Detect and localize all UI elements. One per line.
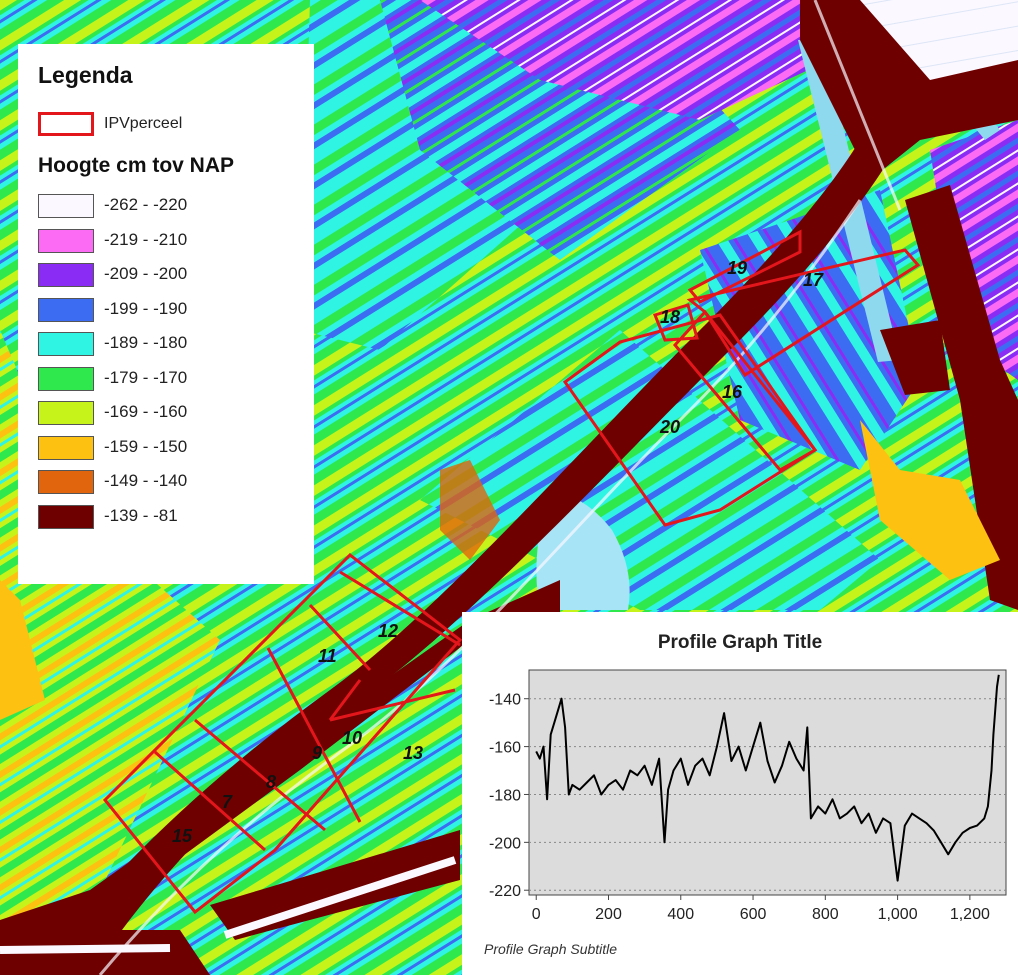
graph-title: Profile Graph Title — [657, 632, 823, 653]
parcel-label-10: 10 — [342, 728, 363, 748]
legend-swatch — [38, 504, 94, 529]
parcel-label-13: 13 — [403, 743, 424, 763]
parcel-label-19: 19 — [727, 258, 748, 278]
legend-class-label: -169 - -160 — [104, 402, 188, 421]
legend-class-label: -149 - -140 — [104, 471, 188, 490]
plot-area — [528, 669, 1007, 896]
y-tick-label: -200 — [489, 835, 521, 852]
legend-swatch — [38, 332, 94, 356]
x-tick-label: 600 — [740, 906, 767, 923]
legend-swatch — [38, 297, 94, 322]
legend-class-label: -219 - -210 — [104, 229, 188, 249]
profile-chart: -140 -160 -180 -200 -220 0 200 400 600 800 1,000 1,… — [489, 669, 1007, 923]
y-tick-label: -180 — [489, 787, 521, 804]
legend-swatch — [38, 435, 94, 460]
y-tick-label: -160 — [489, 740, 521, 757]
legend-class-label: -209 - -200 — [104, 264, 188, 283]
x-tick-label: 200 — [595, 906, 622, 923]
x-tick-label: 0 — [532, 906, 541, 923]
parcel-label-17: 17 — [803, 270, 824, 290]
profile-graph-panel: Profile Graph Title -140 -160 -180 -200 -220… — [462, 612, 1018, 975]
parcel-label-9: 9 — [312, 743, 323, 763]
parcel-label-8: 8 — [266, 772, 277, 792]
x-tick-label: 1,000 — [878, 906, 918, 923]
legend-class-label: -139 - -81 — [104, 505, 178, 525]
parcel-label-20: 20 — [660, 417, 681, 437]
x-tick-label: 1,200 — [950, 906, 990, 923]
parcel-label-15: 15 — [172, 826, 193, 846]
parcel-outlines — [102, 229, 921, 915]
legend-swatch — [38, 228, 94, 253]
legend-class-label: -262 - -220 — [104, 195, 188, 214]
parcel-label-7: 7 — [222, 792, 233, 812]
y-tick-label: -140 — [489, 692, 521, 709]
parcel-label-12: 12 — [378, 621, 399, 641]
y-tick-label: -220 — [489, 883, 521, 900]
legend-panel: Legenda IPVperceel Hoogte cm tov NAP -26… — [18, 44, 314, 584]
legend-swatch — [38, 470, 94, 494]
legend-class-label: -199 - -190 — [104, 298, 188, 318]
legend-swatch — [38, 401, 94, 425]
x-tick-label: 400 — [667, 906, 694, 923]
parcel-label-18: 18 — [660, 307, 681, 327]
legend-class-label: -189 - -180 — [104, 333, 188, 352]
legend-class-label: -159 - -150 — [104, 436, 188, 456]
legend-class-label: -179 - -170 — [104, 367, 188, 387]
legend-swatch — [38, 194, 94, 218]
legend-swatch — [38, 366, 94, 391]
graph-subtitle: Profile Graph Subtitle — [484, 941, 618, 957]
parcel-label-16: 16 — [722, 382, 743, 402]
parcel-swatch — [38, 112, 94, 136]
legend-subtitle: Hoogte cm tov NAP — [38, 154, 235, 177]
legend-title: Legenda — [38, 62, 133, 88]
parcel-label-11: 11 — [318, 646, 337, 666]
legend-swatch — [38, 263, 94, 287]
profile-series-line — [535, 674, 1000, 882]
x-tick-label: 800 — [812, 906, 839, 923]
parcel-legend-label: IPVperceel — [104, 115, 183, 132]
